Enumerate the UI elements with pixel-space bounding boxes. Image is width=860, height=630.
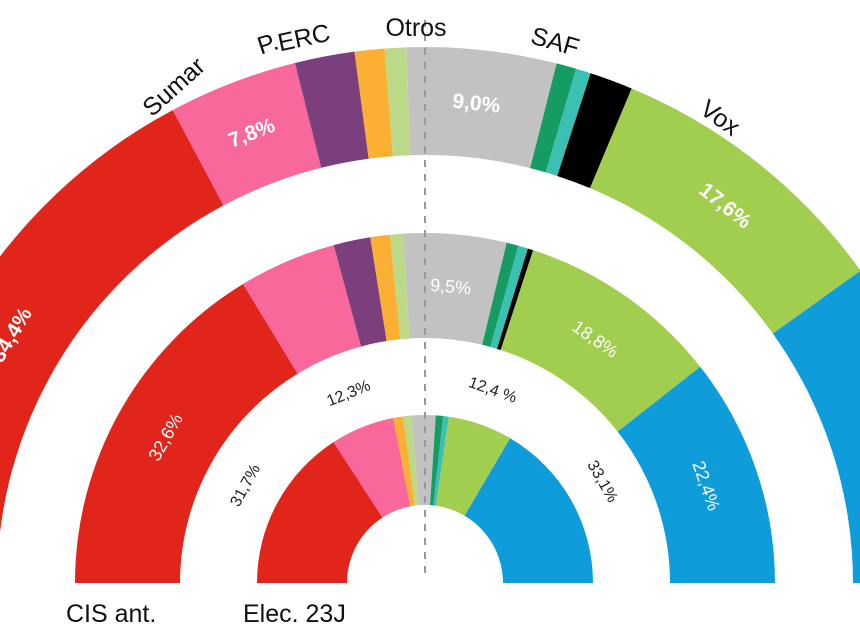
slice-middle-erc[interactable] [370, 234, 401, 342]
slice-middle-otros[interactable] [403, 233, 507, 345]
slice-outer-bildu[interactable] [530, 63, 577, 173]
slice-inner-sumar[interactable] [333, 418, 411, 518]
series-labels-layer: CIS ant. Elec. 23J [66, 600, 346, 628]
slice-outer-otros[interactable] [406, 47, 557, 169]
ring-outer [0, 47, 860, 583]
series-label-cis-ant: CIS ant. [66, 600, 156, 628]
slice-inner-pp[interactable] [464, 438, 593, 583]
slice-middle-bildu[interactable] [482, 242, 519, 347]
slice-outer-podemos[interactable] [294, 51, 369, 168]
slice-inner-vox[interactable] [436, 416, 511, 516]
slice-outer-junts[interactable] [384, 47, 411, 157]
rings-layer [0, 47, 860, 583]
ring-inner [257, 415, 593, 583]
slice-outer-pnv[interactable] [545, 68, 591, 176]
slice-outer-sumar[interactable] [172, 63, 322, 206]
slice-inner-bildu[interactable] [430, 415, 444, 506]
slice-middle-podemos[interactable] [333, 237, 387, 347]
slice-inner-otros[interactable] [411, 415, 436, 506]
slice-inner-pnv[interactable] [433, 415, 449, 506]
slice-outer-vox[interactable] [590, 88, 860, 334]
series-label-elec-23j: Elec. 23J [243, 600, 346, 628]
slice-outer-pp[interactable] [772, 271, 860, 583]
value-label-outer-otros: 9,0% [451, 90, 501, 118]
slice-outer-saf[interactable] [557, 73, 632, 189]
slice-middle-saf[interactable] [497, 248, 534, 350]
slice-middle-sumar[interactable] [243, 245, 362, 374]
slice-middle-junts[interactable] [389, 233, 410, 340]
slice-inner-erc[interactable] [393, 416, 415, 507]
slice-middle-psoe[interactable] [75, 284, 298, 583]
slice-middle-vox[interactable] [500, 250, 701, 432]
slice-middle-pp[interactable] [617, 366, 775, 583]
slice-inner-psoe[interactable] [257, 442, 383, 583]
slice-outer-psoe[interactable] [0, 110, 224, 583]
party-label-otros: Otros [385, 14, 446, 42]
slice-inner-junts[interactable] [403, 415, 419, 506]
ring-middle [75, 233, 775, 583]
slice-middle-pnv[interactable] [490, 245, 528, 349]
value-label-middle-otros: 9,5% [429, 275, 472, 298]
slice-outer-erc[interactable] [354, 48, 393, 159]
